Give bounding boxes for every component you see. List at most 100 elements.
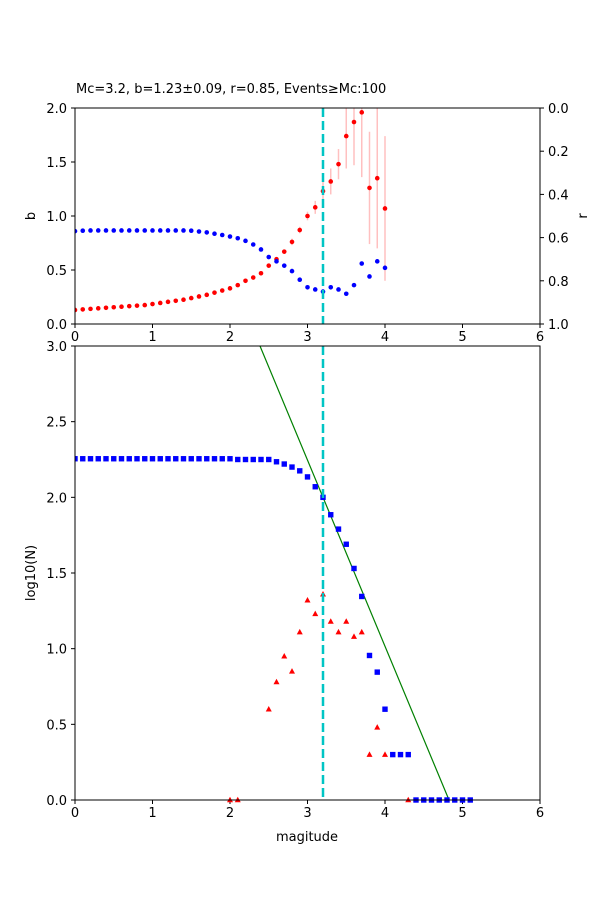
plot-area bbox=[75, 345, 473, 803]
cumulative-point bbox=[343, 541, 349, 547]
y2-tick-label: 1.0 bbox=[548, 318, 569, 333]
b-point bbox=[219, 288, 225, 293]
cumulative-point bbox=[103, 456, 109, 462]
noncumulative-point bbox=[289, 668, 295, 674]
r-point bbox=[119, 228, 124, 233]
x-tick-label: 0 bbox=[71, 330, 79, 345]
b-point bbox=[95, 306, 101, 311]
x-tick-label: 3 bbox=[303, 330, 311, 345]
b-point bbox=[134, 303, 140, 308]
cumulative-point bbox=[242, 456, 249, 463]
r-point bbox=[359, 261, 365, 266]
r-point bbox=[266, 254, 272, 260]
b-point bbox=[250, 275, 256, 280]
b-point bbox=[382, 206, 388, 211]
top-axes-frame bbox=[74, 107, 541, 325]
plot-area bbox=[75, 108, 388, 324]
cumulative-point bbox=[335, 526, 342, 532]
r-point bbox=[250, 242, 256, 247]
r-point bbox=[103, 228, 109, 233]
cumulative-point bbox=[204, 456, 210, 462]
cumulative-point bbox=[273, 459, 280, 465]
r-point bbox=[80, 228, 86, 233]
cumulative-point bbox=[149, 456, 156, 462]
r-point bbox=[126, 228, 132, 233]
cumulative-point bbox=[258, 456, 264, 463]
cumulative-point bbox=[173, 456, 179, 462]
r-point bbox=[312, 287, 318, 292]
x-tick-label: 0 bbox=[71, 806, 79, 821]
gr-fit-line bbox=[259, 345, 450, 801]
noncumulative-point bbox=[281, 653, 288, 659]
cumulative-point bbox=[126, 456, 132, 462]
b-point bbox=[142, 302, 148, 308]
x-tick-label: 4 bbox=[381, 330, 389, 345]
b-point bbox=[188, 295, 194, 301]
cumulative-point bbox=[359, 593, 365, 600]
r-point bbox=[75, 228, 78, 234]
b-point bbox=[88, 306, 93, 312]
b-point bbox=[328, 179, 334, 184]
cumulative-point bbox=[351, 565, 357, 572]
x-tick-label: 5 bbox=[458, 806, 466, 821]
y2-tick-label: 0.0 bbox=[548, 102, 569, 117]
b-point bbox=[266, 263, 272, 268]
r-point bbox=[196, 229, 202, 234]
bottom-axes: 0 1 2 3 4 5 6 0.0 0.5 1.0 1.5 2.0 2.5 3.0 bbox=[46, 340, 544, 821]
r-point bbox=[227, 234, 233, 239]
cumulative-point bbox=[374, 669, 380, 675]
b-point bbox=[165, 299, 171, 305]
y2-tick-label: 0.6 bbox=[548, 232, 569, 247]
r-point bbox=[274, 259, 279, 264]
r-point bbox=[111, 228, 117, 233]
r-point bbox=[367, 274, 372, 279]
b-point bbox=[289, 239, 295, 245]
b-point bbox=[157, 300, 163, 306]
r-point bbox=[212, 231, 217, 237]
r-point bbox=[188, 228, 194, 233]
r-point bbox=[258, 247, 264, 252]
cumulative-point bbox=[180, 456, 187, 462]
b-point bbox=[103, 305, 109, 311]
y-tick-label: 0.0 bbox=[46, 794, 67, 809]
bottom-y-axis-label: log10(N) bbox=[24, 545, 39, 601]
b-point bbox=[119, 304, 124, 310]
x-tick-label: 6 bbox=[536, 330, 544, 345]
x-tick-label: 2 bbox=[226, 806, 234, 821]
r-point bbox=[142, 228, 148, 233]
y-tick-label: 1.5 bbox=[46, 567, 67, 582]
noncumulative-point bbox=[335, 628, 342, 635]
r-point bbox=[281, 263, 287, 268]
y-tick-label: 2.0 bbox=[46, 491, 67, 506]
b-point bbox=[111, 304, 117, 310]
r-point bbox=[382, 265, 388, 271]
y-tick-label: 1.0 bbox=[46, 210, 67, 225]
x-tick-label: 4 bbox=[381, 806, 389, 821]
b-point bbox=[173, 298, 179, 304]
r-point bbox=[204, 230, 210, 235]
b-point bbox=[281, 249, 287, 254]
b-point bbox=[305, 213, 310, 219]
r-point bbox=[328, 284, 334, 290]
r-point bbox=[88, 228, 93, 233]
r-point bbox=[95, 228, 101, 233]
x-tick-label: 1 bbox=[148, 806, 156, 821]
y-tick-label: 0.5 bbox=[46, 718, 67, 733]
y-tick-label: 1.0 bbox=[46, 643, 67, 658]
noncumulative-point bbox=[374, 724, 381, 730]
noncumulative-point bbox=[296, 628, 303, 635]
cumulative-point bbox=[366, 652, 373, 659]
r-point bbox=[351, 282, 357, 288]
b-point bbox=[196, 294, 202, 299]
b-point bbox=[374, 175, 380, 181]
noncumulative-point bbox=[358, 628, 365, 635]
noncumulative-point bbox=[265, 706, 272, 712]
noncumulative-point bbox=[304, 597, 311, 603]
cumulative-point bbox=[250, 456, 256, 463]
cumulative-point bbox=[297, 468, 303, 474]
noncumulative-point bbox=[351, 633, 357, 639]
b-point bbox=[75, 307, 78, 313]
cumulative-point bbox=[397, 751, 404, 758]
cumulative-point bbox=[211, 456, 218, 462]
